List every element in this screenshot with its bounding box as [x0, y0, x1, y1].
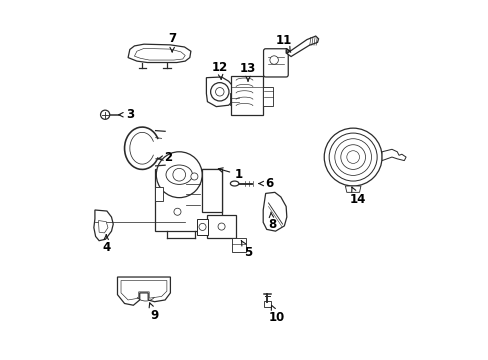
Polygon shape: [381, 149, 405, 161]
Polygon shape: [117, 277, 170, 305]
Text: 2: 2: [158, 150, 172, 163]
Text: 1: 1: [218, 168, 243, 181]
Polygon shape: [128, 44, 190, 63]
Circle shape: [190, 173, 198, 180]
Circle shape: [328, 133, 376, 181]
Circle shape: [218, 223, 224, 230]
FancyBboxPatch shape: [232, 238, 246, 252]
Circle shape: [101, 110, 109, 119]
Text: 13: 13: [240, 62, 256, 81]
Polygon shape: [94, 210, 113, 241]
Text: 4: 4: [102, 235, 110, 253]
Circle shape: [346, 151, 359, 163]
Polygon shape: [345, 186, 360, 192]
Polygon shape: [98, 221, 108, 233]
Circle shape: [156, 152, 202, 198]
FancyBboxPatch shape: [202, 170, 221, 212]
Circle shape: [334, 139, 371, 175]
Polygon shape: [263, 192, 286, 231]
Polygon shape: [285, 36, 318, 57]
Ellipse shape: [165, 165, 192, 184]
FancyBboxPatch shape: [264, 301, 270, 307]
Text: 7: 7: [168, 32, 176, 52]
Circle shape: [210, 83, 228, 101]
Circle shape: [173, 168, 185, 181]
FancyBboxPatch shape: [229, 93, 240, 105]
FancyBboxPatch shape: [207, 215, 235, 238]
Circle shape: [199, 224, 205, 230]
Circle shape: [215, 87, 224, 96]
FancyBboxPatch shape: [154, 187, 163, 201]
Circle shape: [269, 56, 278, 64]
Polygon shape: [206, 77, 233, 107]
Text: 11: 11: [275, 34, 291, 52]
FancyBboxPatch shape: [154, 170, 221, 231]
FancyBboxPatch shape: [231, 76, 263, 115]
FancyBboxPatch shape: [263, 86, 273, 106]
Text: 3: 3: [119, 108, 134, 121]
Text: 8: 8: [267, 212, 276, 231]
Circle shape: [324, 128, 381, 186]
Ellipse shape: [230, 181, 238, 186]
Circle shape: [340, 145, 365, 170]
Text: 14: 14: [348, 187, 365, 206]
Text: 10: 10: [268, 305, 285, 324]
Text: 9: 9: [149, 303, 158, 322]
FancyBboxPatch shape: [263, 49, 287, 77]
FancyBboxPatch shape: [197, 219, 208, 235]
Text: 6: 6: [259, 177, 273, 190]
Text: 5: 5: [241, 240, 252, 259]
Circle shape: [174, 208, 181, 215]
Text: 12: 12: [211, 60, 227, 79]
